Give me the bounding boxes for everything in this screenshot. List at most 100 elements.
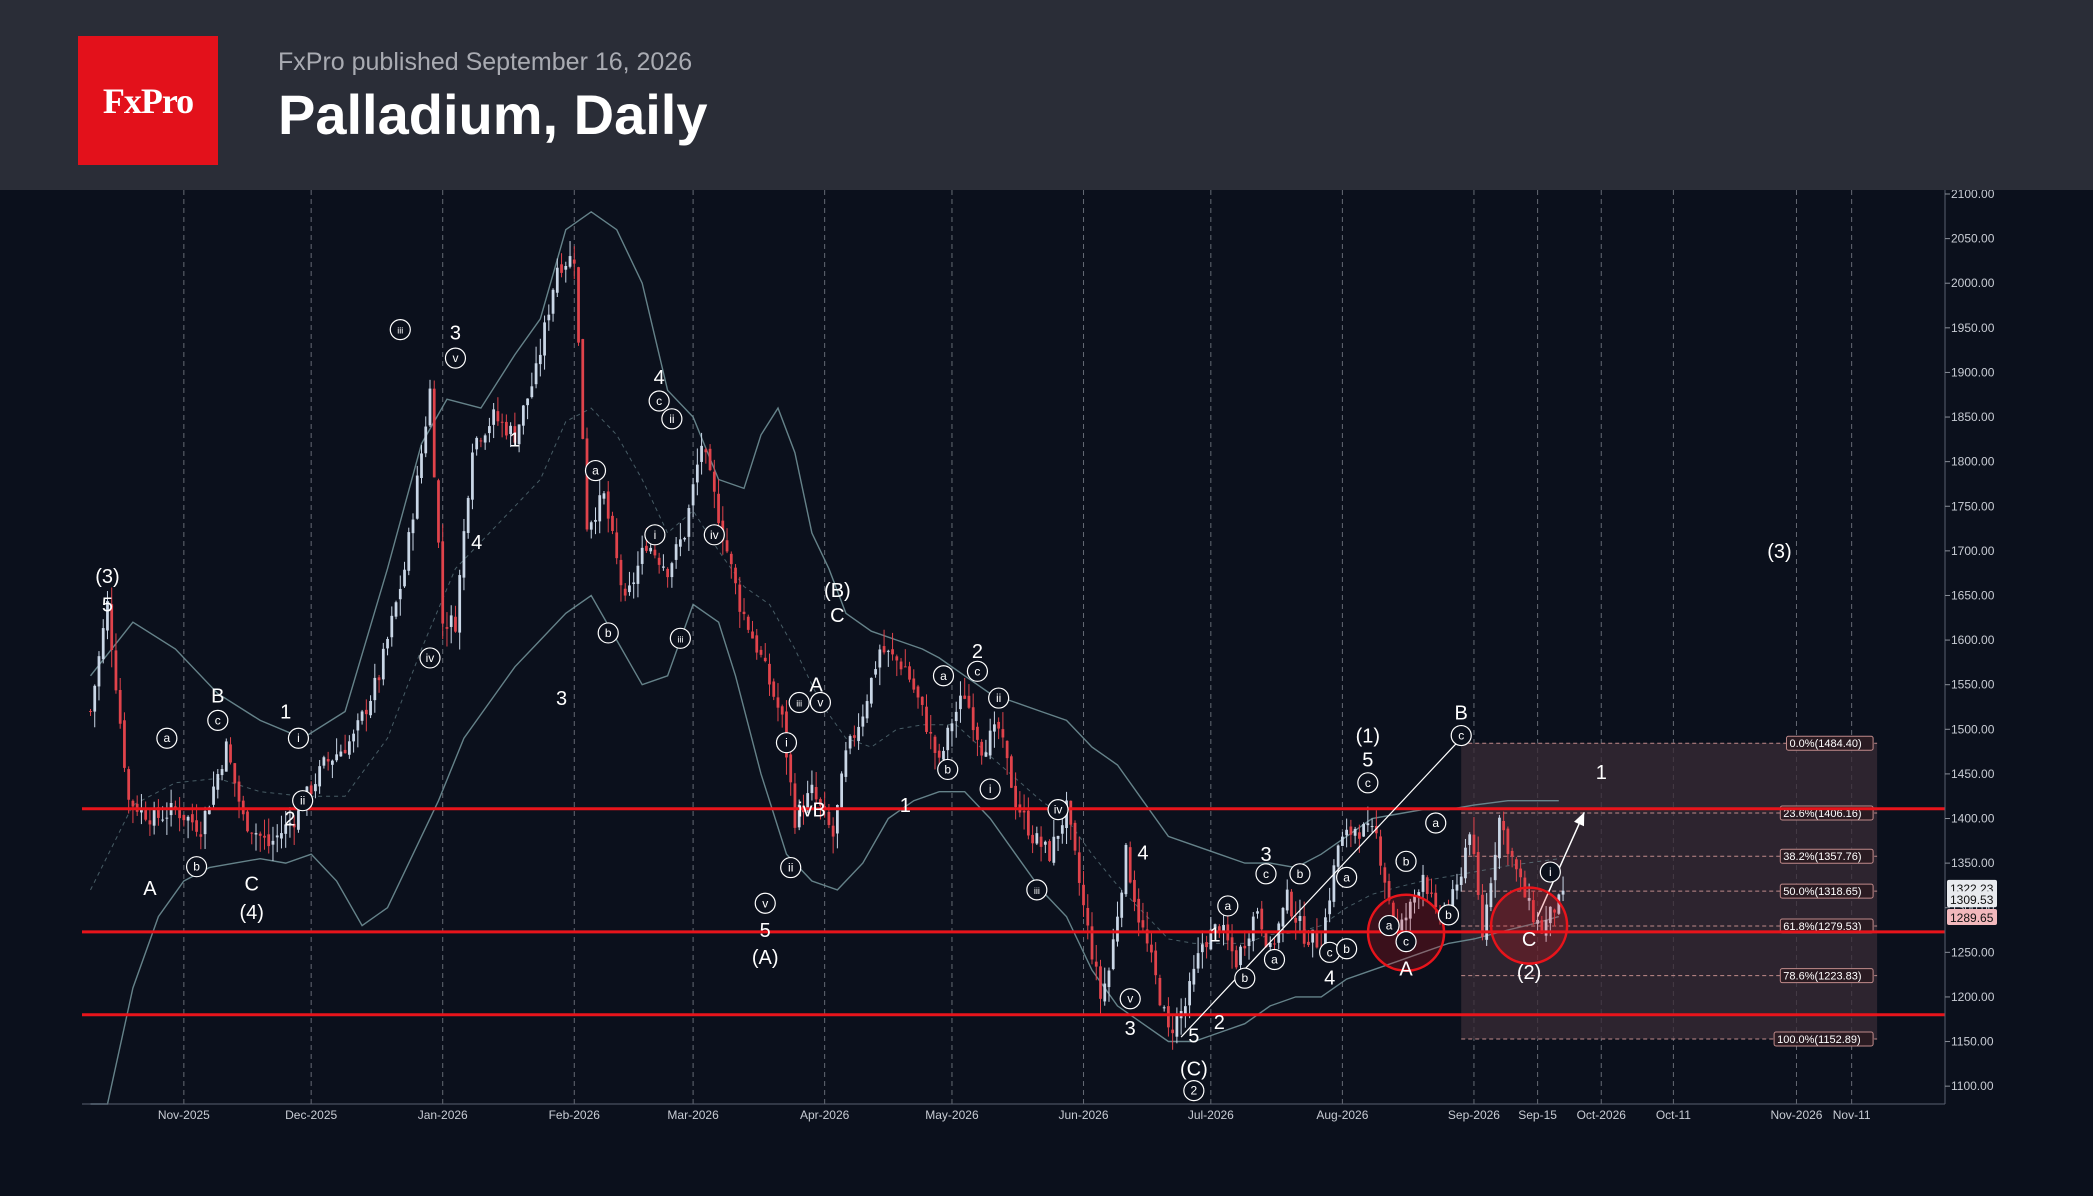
wave-label-circle bbox=[979, 778, 1001, 800]
candle-body bbox=[1162, 1007, 1166, 1009]
candle-body bbox=[1171, 1029, 1175, 1034]
candle-body bbox=[852, 735, 856, 738]
candle-body bbox=[789, 754, 793, 783]
wave-label: (2) bbox=[1517, 962, 1541, 984]
candle-body bbox=[662, 566, 665, 568]
x-tick-label: Aug-2026 bbox=[1316, 1108, 1368, 1122]
wave-label: (4) bbox=[240, 902, 264, 924]
candle-body bbox=[581, 339, 585, 439]
candle-body bbox=[1086, 907, 1090, 926]
candle-body bbox=[216, 774, 220, 790]
y-tick-label: 1200.00 bbox=[1951, 990, 1995, 1004]
candle-body bbox=[577, 267, 580, 343]
wave-label: i bbox=[297, 731, 300, 745]
candle-body bbox=[517, 424, 521, 445]
candle-body bbox=[1056, 835, 1060, 839]
candle-body bbox=[1192, 968, 1196, 985]
candle-body bbox=[678, 539, 682, 547]
candle-body bbox=[916, 686, 920, 698]
wave-label-circle bbox=[1539, 861, 1561, 883]
candle-body bbox=[1387, 881, 1391, 901]
candle-body bbox=[1239, 946, 1242, 966]
wave-label: b bbox=[1403, 854, 1410, 868]
wave-label-circle bbox=[597, 622, 619, 644]
candle-body bbox=[589, 522, 593, 530]
candle-body bbox=[653, 549, 657, 556]
candle-body bbox=[861, 716, 865, 727]
support-resistance-lines bbox=[82, 807, 1945, 1017]
wave-label-circle bbox=[1263, 948, 1286, 971]
wave-label: c bbox=[1458, 729, 1464, 743]
candle-body bbox=[1434, 892, 1438, 908]
candle-body bbox=[1043, 841, 1047, 845]
candle-body bbox=[704, 449, 708, 453]
candle-body bbox=[479, 440, 483, 442]
x-tick-label: May-2026 bbox=[925, 1108, 979, 1122]
candle-body bbox=[1145, 929, 1149, 944]
candle-body bbox=[1031, 834, 1034, 844]
candle-body bbox=[309, 785, 313, 795]
x-tick-label: Sep-2026 bbox=[1448, 1108, 1500, 1122]
candle-body bbox=[615, 532, 619, 559]
candle-body bbox=[1082, 884, 1085, 906]
candle-body bbox=[101, 628, 105, 660]
candle-body bbox=[1557, 894, 1561, 914]
wave-label-circle bbox=[1336, 938, 1358, 960]
candle-body bbox=[742, 611, 746, 615]
candle-body bbox=[738, 584, 742, 612]
candle-body bbox=[1200, 944, 1204, 953]
candle-body bbox=[810, 784, 814, 794]
candle-body bbox=[534, 363, 538, 385]
candle-body bbox=[199, 834, 203, 837]
candle-body bbox=[980, 741, 984, 756]
candle-body bbox=[878, 649, 882, 668]
candle-body bbox=[471, 452, 474, 500]
candle-body bbox=[1001, 729, 1005, 738]
wave-label-circle bbox=[1395, 931, 1417, 953]
candle-body bbox=[127, 769, 131, 800]
candle-body bbox=[959, 695, 962, 710]
candle-body bbox=[1404, 917, 1408, 921]
candle-body bbox=[759, 649, 763, 655]
fib-level-label: 61.8%(1279.53) bbox=[1783, 921, 1861, 933]
wave-label: iii bbox=[796, 699, 802, 709]
x-tick-label: Feb-2026 bbox=[549, 1108, 601, 1122]
fib-label-box bbox=[1779, 968, 1874, 984]
candle-body bbox=[275, 835, 279, 838]
candle-body bbox=[1366, 823, 1370, 826]
candlesticks bbox=[89, 241, 1565, 1050]
price-axis: 2100.00 2050.00 2000.00 1950.00 1900.00 1850.… bbox=[1944, 190, 1997, 1104]
wave-label-circle bbox=[775, 732, 798, 754]
candle-body bbox=[1099, 966, 1102, 999]
candle-body bbox=[441, 541, 445, 624]
candle-body bbox=[865, 701, 869, 719]
candle-body bbox=[746, 616, 750, 630]
candle-body bbox=[504, 421, 508, 436]
wave-label: A bbox=[1399, 958, 1413, 980]
candle-body bbox=[390, 615, 394, 638]
wave-label: c bbox=[1327, 945, 1333, 959]
fib-level-label: 23.6%(1406.16) bbox=[1783, 808, 1861, 820]
candle-body bbox=[551, 289, 555, 314]
candle-body bbox=[186, 816, 190, 821]
candle-body bbox=[1531, 900, 1535, 923]
candle-body bbox=[997, 721, 1001, 729]
wave-label: ii bbox=[788, 861, 793, 875]
wave-label: a bbox=[1224, 899, 1231, 913]
chart-title: Palladium, Daily bbox=[278, 83, 708, 146]
candle-body bbox=[1307, 941, 1310, 946]
candle-body bbox=[297, 807, 300, 830]
fib-level-label: 0.0%(1484.40) bbox=[1790, 738, 1862, 750]
candle-body bbox=[1413, 896, 1416, 903]
candle-body bbox=[237, 781, 241, 802]
candle-body bbox=[993, 724, 996, 732]
candle-body bbox=[267, 834, 271, 847]
candle-body bbox=[836, 805, 839, 834]
candle-body bbox=[195, 820, 198, 832]
candle-body bbox=[1481, 894, 1484, 937]
wave-label: 2 bbox=[1191, 1084, 1198, 1098]
wave-label: 3 bbox=[556, 688, 567, 710]
y-tick-label: 2050.00 bbox=[1951, 232, 1995, 246]
candle-body bbox=[912, 678, 916, 690]
